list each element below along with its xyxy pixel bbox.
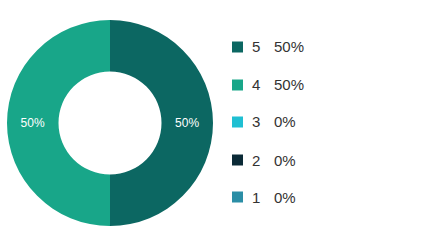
svg-text:1: 1 bbox=[252, 189, 260, 206]
svg-text:50%: 50% bbox=[274, 76, 304, 93]
svg-text:50%: 50% bbox=[175, 116, 199, 130]
svg-text:50%: 50% bbox=[274, 38, 304, 55]
svg-text:0%: 0% bbox=[274, 152, 296, 169]
svg-text:0%: 0% bbox=[274, 189, 296, 206]
svg-text:4: 4 bbox=[252, 76, 260, 93]
svg-text:0%: 0% bbox=[274, 113, 296, 130]
svg-text:2: 2 bbox=[252, 152, 260, 169]
svg-text:50%: 50% bbox=[21, 116, 45, 130]
svg-text:5: 5 bbox=[252, 38, 260, 55]
svg-text:3: 3 bbox=[252, 113, 260, 130]
